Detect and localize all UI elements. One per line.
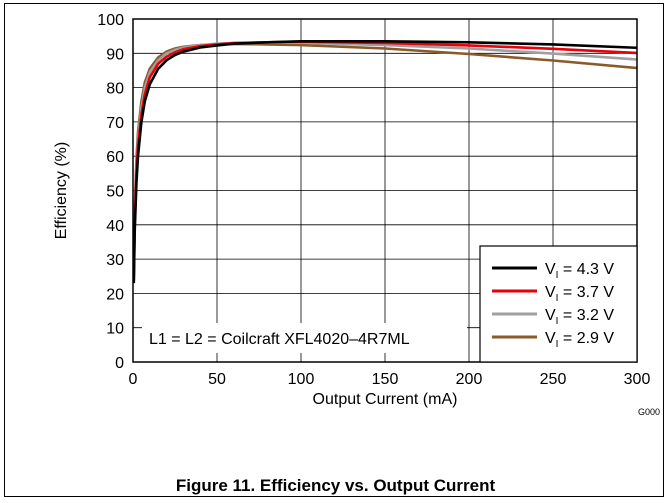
x-tick-label: 150 — [372, 371, 399, 388]
x-tick-label: 250 — [540, 371, 567, 388]
series-line — [132, 42, 638, 273]
x-tick-labels: 0 50 100 150 200 250 300 — [129, 371, 651, 388]
figure-caption: Figure 11. Efficiency vs. Output Current — [175, 476, 496, 495]
plot-border — [132, 18, 638, 363]
legend-label: VI = 2.9 V — [545, 330, 614, 350]
y-tick-label: 100 — [97, 12, 124, 29]
legend-label: VI = 3.7 V — [545, 284, 614, 304]
legend-label: VI = 3.2 V — [545, 307, 614, 327]
y-tick-label: 70 — [106, 115, 124, 132]
x-tick-label: 300 — [624, 371, 651, 388]
series-line — [132, 40, 638, 280]
y-tick-label: 40 — [106, 218, 124, 235]
y-tick-label: 90 — [106, 46, 124, 63]
series-line — [132, 39, 638, 284]
y-tick-label: 60 — [106, 149, 124, 166]
x-tick-label: 0 — [129, 371, 138, 388]
y-axis-label: Efficiency (%) — [53, 142, 70, 240]
figure-id: G000 — [638, 407, 660, 417]
y-tick-label: 50 — [106, 184, 124, 201]
series-group — [132, 39, 638, 284]
legend-label: VI = 4.3 V — [545, 261, 614, 281]
y-tick-label: 10 — [106, 321, 124, 338]
annotation-box: L1 = L2 = Coilcraft XFL4020–4R7ML — [142, 323, 467, 353]
y-tick-label: 30 — [106, 252, 124, 269]
y-tick-labels: 0 10 20 30 40 50 60 70 80 90 100 — [97, 12, 124, 372]
y-tick-label: 80 — [106, 81, 124, 98]
series-line — [132, 41, 638, 277]
legend-box — [479, 245, 638, 363]
x-axis-label: Output Current (mA) — [313, 391, 458, 408]
x-tick-label: 200 — [456, 371, 483, 388]
y-tick-label: 0 — [115, 355, 124, 372]
y-tick-label: 20 — [106, 286, 124, 303]
x-tick-label: 100 — [288, 371, 315, 388]
x-tick-label: 50 — [208, 371, 226, 388]
annotation-text: L1 = L2 = Coilcraft XFL4020–4R7ML — [149, 331, 410, 348]
legend: VI = 4.3 V VI = 3.7 V VI = 3.2 V VI = 2.9 V — [479, 245, 638, 363]
